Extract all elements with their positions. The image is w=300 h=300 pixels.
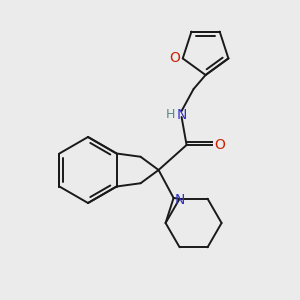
Text: O: O xyxy=(169,51,180,65)
Text: H: H xyxy=(166,109,175,122)
Text: N: N xyxy=(174,193,185,207)
Text: O: O xyxy=(214,138,225,152)
Text: N: N xyxy=(176,108,187,122)
